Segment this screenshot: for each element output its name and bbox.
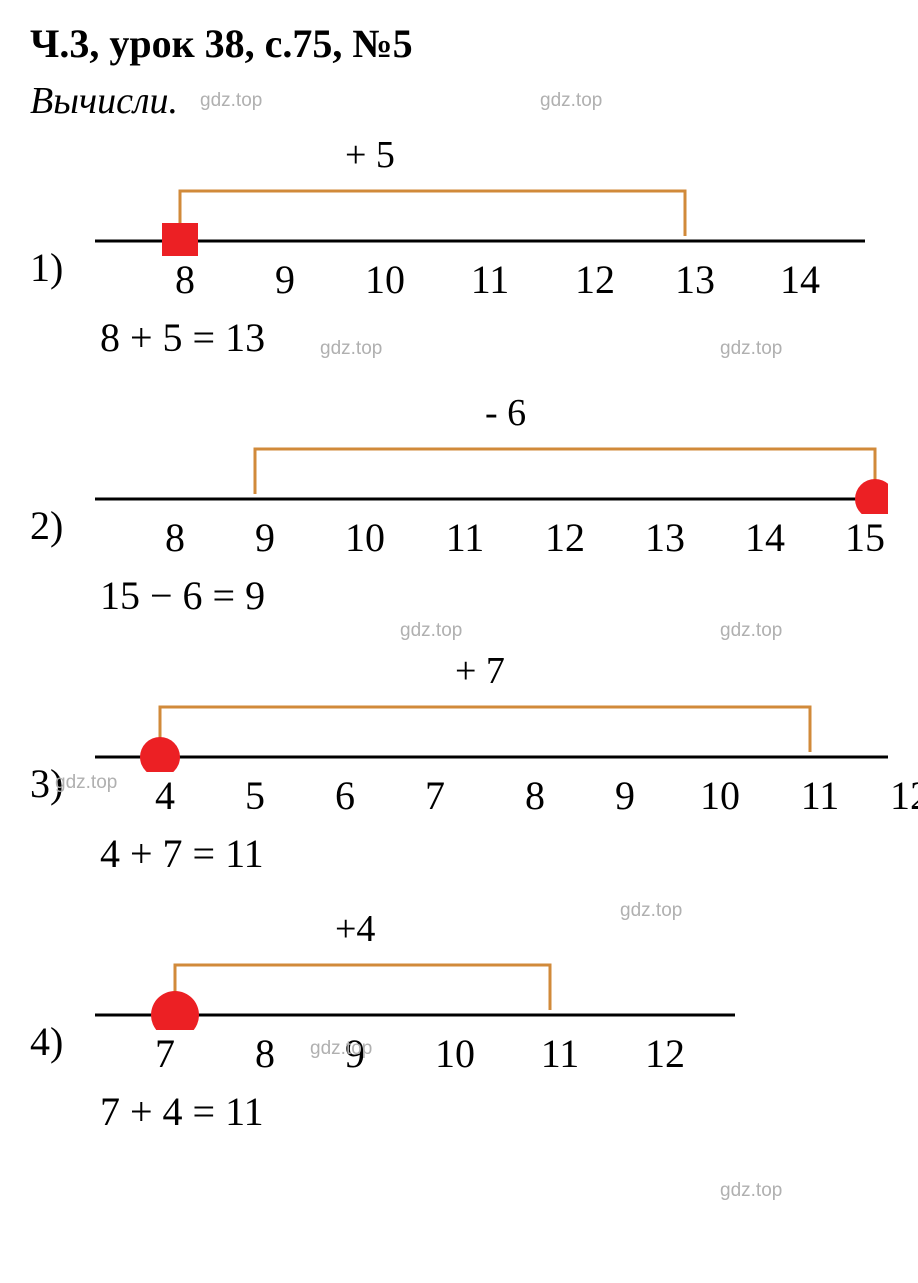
number-tick: 7 [405, 772, 465, 819]
page-heading: Ч.3, урок 38, с.75, №5 [30, 20, 888, 67]
number-tick: 12 [565, 256, 625, 303]
task-label: Вычисли. [30, 79, 888, 123]
number-tick: 10 [355, 256, 415, 303]
number-tick: 13 [665, 256, 725, 303]
number-tick: 10 [690, 772, 750, 819]
problem-1: + 5 1) 89 10 11 12 13 14 8 + 5 = 13 [30, 133, 888, 361]
number-line-diagram [85, 955, 745, 1030]
problem-index: 3) [30, 760, 85, 807]
marker-circle [855, 479, 888, 514]
marker-square [162, 223, 198, 256]
number-tick: 14 [735, 514, 795, 561]
number-tick: 5 [225, 772, 285, 819]
number-tick: 8 [145, 514, 205, 561]
operation-label: - 6 [485, 391, 888, 435]
operation-label: + 5 [345, 133, 888, 177]
number-line-diagram [85, 439, 888, 514]
problem-index: 1) [30, 244, 85, 291]
operation-label: + 7 [455, 649, 888, 693]
watermark: gdz.top [720, 1180, 782, 1202]
number-tick: 8 [155, 256, 215, 303]
number-row: 789 10 11 12 [85, 1030, 888, 1080]
number-tick: 11 [460, 256, 520, 303]
number-tick: 9 [235, 514, 295, 561]
number-tick: 9 [325, 1030, 385, 1077]
problem-index: 2) [30, 502, 85, 549]
number-tick: 13 [635, 514, 695, 561]
problem-3: + 73)4567891011124 + 7 = 11 [30, 649, 888, 877]
problem-4: +4 4) 789 10 11 12 7 + 4 = 11 [30, 907, 888, 1135]
problem-index: 4) [30, 1018, 85, 1065]
number-tick: 4 [135, 772, 195, 819]
answer-equation: 7 + 4 = 11 [100, 1088, 888, 1135]
number-tick: 11 [435, 514, 495, 561]
number-tick: 9 [595, 772, 655, 819]
number-tick: 10 [335, 514, 395, 561]
number-line-diagram [85, 697, 888, 772]
number-tick: 12 [535, 514, 595, 561]
number-tick: 11 [790, 772, 850, 819]
operation-label: +4 [335, 907, 888, 951]
number-tick: 15 [835, 514, 895, 561]
number-row: 89101112131415 [85, 514, 888, 564]
number-tick: 6 [315, 772, 375, 819]
number-row: 89 10 11 12 13 14 [85, 256, 888, 306]
marker-circle [140, 737, 180, 772]
number-tick: 8 [505, 772, 565, 819]
number-row: 456789101112 [85, 772, 888, 822]
number-tick: 12 [635, 1030, 695, 1077]
problems-container: + 51)8910111213148 + 5 = 13- 62)89101112… [30, 133, 888, 1135]
marker-circle [151, 991, 199, 1030]
problem-2: - 62)8910111213141515 − 6 = 9 [30, 391, 888, 619]
number-tick: 11 [530, 1030, 590, 1077]
number-line-diagram [85, 181, 875, 256]
answer-equation: 15 − 6 = 9 [100, 572, 888, 619]
number-tick: 9 [255, 256, 315, 303]
number-tick: 14 [770, 256, 830, 303]
answer-equation: 4 + 7 = 11 [100, 830, 888, 877]
number-tick: 7 [135, 1030, 195, 1077]
number-tick: 8 [235, 1030, 295, 1077]
number-tick: 10 [425, 1030, 485, 1077]
answer-equation: 8 + 5 = 13 [100, 314, 888, 361]
number-tick: 12 [880, 772, 918, 819]
